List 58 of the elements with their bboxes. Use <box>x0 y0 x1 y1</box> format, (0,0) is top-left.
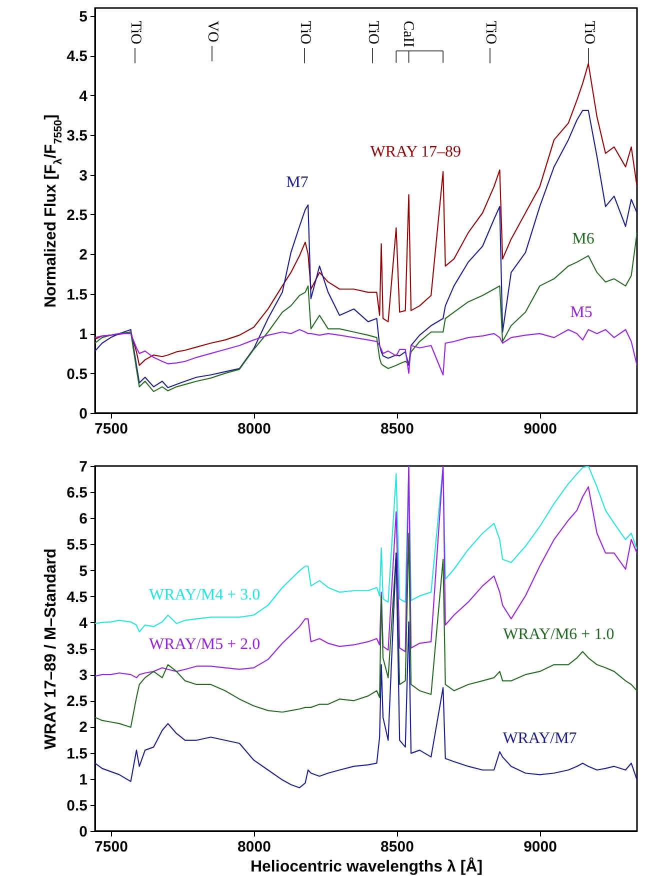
x-tick-label: 8000 <box>238 420 271 438</box>
series-label: M6 <box>572 230 594 248</box>
line-series <box>95 329 637 376</box>
line-series <box>95 532 637 728</box>
y-tick-label: 5 <box>79 8 88 26</box>
y-tick-label: 1 <box>79 326 88 344</box>
annotation: TiO — <box>364 20 381 64</box>
y-tick-label: 4 <box>79 88 88 105</box>
y-tick-label: 6.5 <box>66 484 88 502</box>
y-tick-label: 2.5 <box>66 693 88 710</box>
x-tick-label: 8500 <box>380 838 414 856</box>
y-tick-label: 6 <box>79 510 88 528</box>
line-series <box>95 232 637 392</box>
x-tick-label: 7500 <box>94 420 128 438</box>
x-tick-label: 8000 <box>238 838 271 856</box>
y-tick-label: 5 <box>79 562 88 580</box>
series-label: WRAY/M7 <box>502 730 577 748</box>
annotation: TiO — <box>581 20 598 64</box>
y-tick-label: 1.5 <box>66 286 88 304</box>
y-tick-label: 0.5 <box>66 797 88 814</box>
y-tick-label: 0 <box>79 824 88 840</box>
x-tick-label: 9000 <box>524 420 557 438</box>
y-tick-label: 4 <box>79 614 88 632</box>
series-label: WRAY/M4 + 3.0 <box>148 586 260 604</box>
y-tick-label: 2 <box>79 719 88 736</box>
y-tick-label: 5.5 <box>66 536 88 554</box>
series-label: WRAY/M5 + 2.0 <box>148 636 260 653</box>
y-tick-label: 1 <box>79 771 88 788</box>
annotation: CaII <box>400 20 416 48</box>
y-tick-label: 4.5 <box>66 588 88 606</box>
y-axis-title: WRAY 17–89 / M–Standard <box>42 548 60 750</box>
annotation: VO — <box>204 20 221 62</box>
series-label: M5 <box>570 304 592 322</box>
x-tick-label: 7500 <box>94 838 128 856</box>
series-label: WRAY 17–89 <box>370 144 462 161</box>
y-tick-label: 3.5 <box>66 641 88 658</box>
y-tick-label: 2.5 <box>66 206 88 224</box>
series-label: M7 <box>286 174 308 191</box>
y-tick-label: 7 <box>79 458 88 476</box>
y-tick-label: 2 <box>79 246 88 264</box>
x-tick-label: 9000 <box>524 838 557 856</box>
line-series <box>95 466 637 678</box>
annotation: TiO — <box>127 20 144 64</box>
x-tick-label: 8500 <box>380 420 414 438</box>
line-series <box>95 552 637 788</box>
y-tick-label: 4.5 <box>66 48 88 66</box>
annotation: TiO — <box>482 20 498 64</box>
series-label: WRAY/M6 + 1.0 <box>503 626 614 643</box>
y-tick-label: 0.5 <box>66 366 88 383</box>
y-tick-label: 3.5 <box>66 128 88 145</box>
annotation: TiO — <box>297 20 314 64</box>
y-tick-label: 3 <box>79 167 88 184</box>
y-tick-label: 1.5 <box>66 745 88 762</box>
line-series <box>95 63 637 366</box>
y-tick-label: 3 <box>79 667 88 684</box>
y-tick-label: 0 <box>79 406 88 422</box>
line-series <box>95 110 637 388</box>
x-axis-title: Heliocentric wavelengths λ [Å] <box>250 856 483 876</box>
